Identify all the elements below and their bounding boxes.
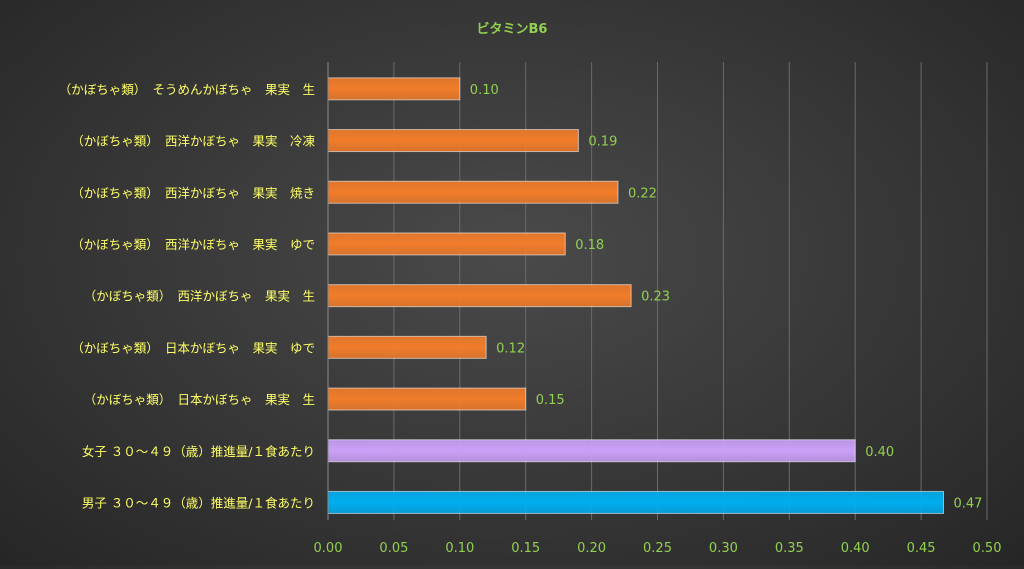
- category-label: （かぼちゃ類） 西洋かぼちゃ 果実 生: [84, 289, 315, 304]
- x-tick-label: 0.05: [379, 541, 408, 556]
- bar-value-label: 0.47: [954, 496, 983, 511]
- bar-value-label: 0.40: [865, 445, 894, 460]
- bar: [327, 180, 619, 204]
- x-tick-label: 0.30: [709, 541, 738, 556]
- category-label: （かぼちゃ類） そうめんかぼちゃ 果実 生: [59, 82, 315, 97]
- bar: [327, 439, 856, 463]
- axis-layer: 0.00 0.05 0.10 0.15 0.20 0.25 0.30 0.35 0.40 0.45…: [314, 62, 1002, 556]
- bar: [327, 335, 487, 359]
- x-tick-label: 0.10: [445, 541, 474, 556]
- chart-title: ビタミンB6: [477, 21, 548, 37]
- bar-value-label: 0.19: [588, 135, 617, 150]
- category-label: 女子 ３０～４９（歳）推進量/１食あたり: [82, 444, 315, 459]
- x-tick-label: 0.00: [314, 541, 343, 556]
- bar: [327, 284, 632, 308]
- bars-layer: 0.10 （かぼちゃ類） そうめんかぼちゃ 果実 生 0.19 （かぼちゃ類） 西洋か…: [59, 77, 983, 514]
- bar: [327, 232, 566, 256]
- x-tick-label: 0.15: [511, 541, 540, 556]
- x-tick-label: 0.45: [907, 541, 936, 556]
- x-tick-label: 0.50: [973, 541, 1002, 556]
- category-label: （かぼちゃ類） 西洋かぼちゃ 果実 焼き: [71, 185, 315, 200]
- bar-value-label: 0.23: [641, 290, 670, 305]
- bar: [327, 129, 579, 153]
- category-label: （かぼちゃ類） 日本かぼちゃ 果実 生: [84, 392, 315, 407]
- bar: [327, 387, 527, 411]
- category-label: （かぼちゃ類） 日本かぼちゃ 果実 ゆで: [71, 340, 315, 355]
- category-label: （かぼちゃ類） 西洋かぼちゃ 果実 冷凍: [71, 134, 315, 149]
- bar: [327, 490, 945, 514]
- bar-value-label: 0.15: [536, 393, 565, 408]
- bar: [327, 77, 461, 101]
- bar-value-label: 0.10: [470, 83, 499, 98]
- category-label: 男子 ３０～４９（歳）推進量/１食あたり: [82, 495, 315, 510]
- bar-value-label: 0.18: [575, 238, 604, 253]
- x-tick-label: 0.35: [775, 541, 804, 556]
- x-tick-label: 0.20: [577, 541, 606, 556]
- x-tick-label: 0.25: [643, 541, 672, 556]
- x-tick-label: 0.40: [841, 541, 870, 556]
- bar-value-label: 0.12: [496, 341, 525, 356]
- category-label: （かぼちゃ類） 西洋かぼちゃ 果実 ゆで: [71, 237, 315, 252]
- bar-value-label: 0.22: [628, 186, 657, 201]
